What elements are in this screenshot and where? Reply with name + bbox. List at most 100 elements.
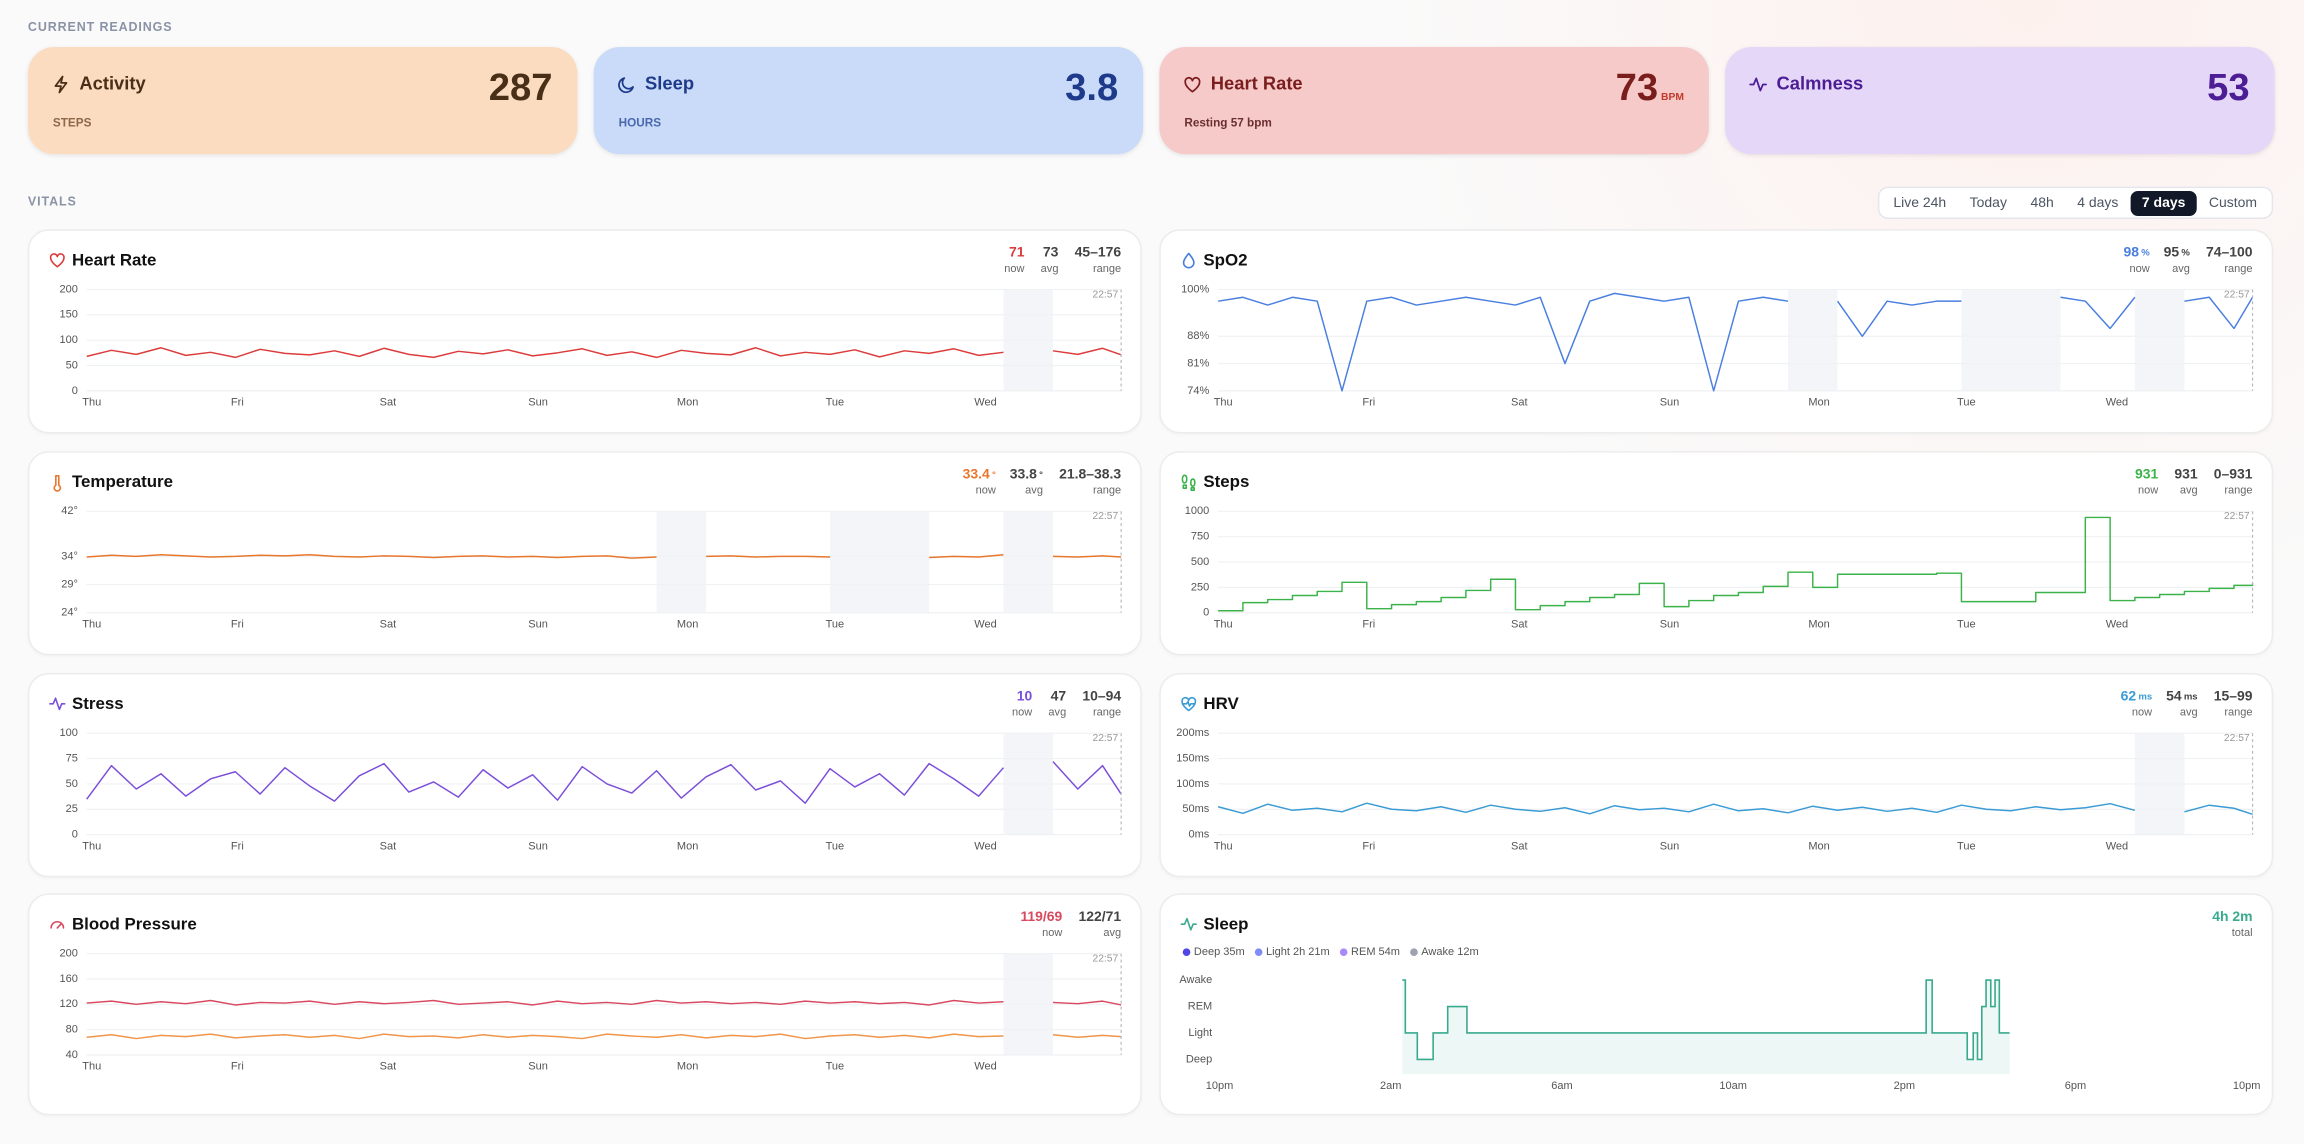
y-tick-label: 120 bbox=[59, 998, 77, 1010]
series-line bbox=[1052, 1000, 1122, 1006]
stat-unit: ms bbox=[2138, 691, 2152, 702]
y-tick-label: 40 bbox=[66, 1049, 78, 1061]
x-tick-label: Sun bbox=[1660, 397, 1680, 409]
x-tick-label: 2pm bbox=[1894, 1080, 1915, 1092]
icon bbox=[53, 474, 62, 492]
stat-value: 4h 2m bbox=[2212, 908, 2252, 924]
stat-value: 931 bbox=[2135, 465, 2159, 481]
x-tick-label: Thu bbox=[82, 1061, 101, 1073]
x-tick-label: 10pm bbox=[2233, 1080, 2261, 1092]
stat-value: 33.8 ° bbox=[1010, 465, 1043, 481]
y-tick-label: 750 bbox=[1191, 531, 1209, 543]
legend-label: REM 54m bbox=[1351, 946, 1400, 958]
chart-title: Stress bbox=[72, 694, 124, 713]
stat-label: now bbox=[1012, 707, 1032, 719]
stat-label: avg bbox=[1025, 485, 1043, 497]
chart-title: Heart Rate bbox=[72, 250, 156, 269]
icon bbox=[618, 77, 634, 94]
chart-title: HRV bbox=[1203, 694, 1239, 713]
y-tick-label: 42° bbox=[61, 505, 78, 517]
stat-label: range bbox=[2224, 263, 2252, 275]
stat-value: 122/71 bbox=[1079, 908, 1122, 924]
stat-value: 47 bbox=[1051, 687, 1067, 703]
range-button[interactable]: 48h bbox=[2030, 194, 2054, 211]
y-tick-label: 200 bbox=[59, 948, 77, 960]
card-value: 53 bbox=[2207, 65, 2249, 111]
stat-value: 95% bbox=[2164, 243, 2191, 259]
x-tick-label: Mon bbox=[1808, 397, 1829, 409]
x-tick-label: Sun bbox=[1660, 840, 1680, 852]
stat-number: 33.4 bbox=[963, 465, 990, 481]
y-tick-label: 24° bbox=[61, 607, 78, 619]
gap-band bbox=[1787, 289, 1838, 391]
icon-path bbox=[53, 474, 62, 492]
stat-number: 98 bbox=[2123, 243, 2139, 259]
stat-label: now bbox=[2129, 263, 2149, 275]
x-tick-label: 2am bbox=[1380, 1080, 1401, 1092]
stat-value: 21.8–38.3 bbox=[1059, 465, 1121, 481]
range-button[interactable]: 4 days bbox=[2077, 194, 2119, 211]
series-line bbox=[2184, 296, 2254, 330]
stat-label: range bbox=[2224, 707, 2252, 719]
stat-unit: ms bbox=[2184, 691, 2198, 702]
range-button[interactable]: Custom bbox=[2208, 194, 2257, 211]
x-tick-label: Wed bbox=[974, 397, 996, 409]
card-number: 53 bbox=[2207, 64, 2250, 109]
y-tick-label: 250 bbox=[1191, 581, 1209, 593]
chart: Steps 0–931 range 931 avg 931 now 0 250 500 750 100… bbox=[1181, 465, 2254, 630]
stat-number: 122/71 bbox=[1079, 908, 1122, 924]
stat-number: 119/69 bbox=[1020, 908, 1062, 924]
gap-band bbox=[1961, 289, 2061, 391]
stat-value: 0–931 bbox=[2214, 465, 2253, 481]
series-line bbox=[86, 999, 1004, 1006]
stat-label: total bbox=[2232, 927, 2253, 939]
y-tick-label: Awake bbox=[1179, 974, 1212, 986]
stat-number: 62 bbox=[2121, 687, 2137, 703]
icon-path bbox=[1184, 76, 1201, 93]
chart-panel: Blood Pressure 122/71 avg 119/69 now 40 80 120 1… bbox=[27, 893, 1142, 1116]
chart-title: Steps bbox=[1203, 472, 1249, 491]
icon-path bbox=[54, 75, 68, 94]
card-value: 3.8 bbox=[1065, 65, 1118, 111]
series-line bbox=[929, 553, 1004, 559]
y-tick-label: 0 bbox=[1203, 607, 1209, 619]
range-button[interactable]: 7 days bbox=[2130, 190, 2198, 216]
stat-label: now bbox=[1042, 927, 1062, 939]
stat-number: 10 bbox=[1017, 687, 1033, 703]
gap-band bbox=[1003, 511, 1054, 613]
icon-path bbox=[1180, 917, 1197, 931]
stat-number: 10–94 bbox=[1082, 687, 1121, 703]
series-line bbox=[1218, 292, 1789, 392]
x-tick-label: Tue bbox=[826, 840, 845, 852]
y-tick-label: 100 bbox=[59, 334, 77, 346]
x-tick-label: Mon bbox=[677, 397, 698, 409]
section-label: CURRENT READINGS bbox=[27, 19, 173, 34]
x-tick-label: Thu bbox=[1214, 397, 1233, 409]
x-tick-label: 10am bbox=[1719, 1080, 1747, 1092]
chart-panel: Steps 0–931 range 931 avg 931 now 0 250 500 750 100… bbox=[1159, 451, 2274, 656]
stat-number: 0–931 bbox=[2214, 465, 2253, 481]
icon bbox=[1180, 917, 1197, 931]
x-tick-label: Mon bbox=[677, 840, 698, 852]
stat-number: 931 bbox=[2174, 465, 2198, 481]
y-tick-label: 81% bbox=[1187, 357, 1209, 369]
range-button[interactable]: Live 24h bbox=[1893, 194, 1947, 211]
x-tick-label: 6am bbox=[1551, 1080, 1572, 1092]
chart: Stress 10–94 range 47 avg 10 now 0 25 50 75 100 Thu F… bbox=[49, 687, 1122, 852]
stat-label: range bbox=[2224, 485, 2252, 497]
stat-number: 931 bbox=[2135, 465, 2159, 481]
y-tick-label: 150ms bbox=[1176, 752, 1210, 764]
card-number: 3.8 bbox=[1065, 64, 1119, 109]
legend-dot bbox=[1410, 948, 1418, 956]
y-tick-label: 88% bbox=[1187, 330, 1209, 342]
series-line bbox=[1836, 300, 1962, 337]
card-title: Heart Rate bbox=[1210, 73, 1303, 95]
chart-panel: Temperature 21.8–38.3 range 33.8 ° avg 33.4 ° no… bbox=[27, 451, 1142, 656]
stat-number: 74–100 bbox=[2206, 243, 2253, 259]
y-tick-label: 29° bbox=[61, 578, 78, 590]
x-tick-label: Tue bbox=[826, 618, 845, 630]
stat-value: 73 bbox=[1043, 243, 1059, 259]
card-value: 73 BPM bbox=[1616, 65, 1684, 111]
range-button[interactable]: Today bbox=[1969, 194, 2007, 211]
